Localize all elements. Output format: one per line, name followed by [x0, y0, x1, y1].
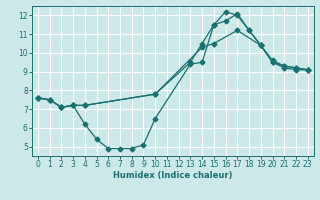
- X-axis label: Humidex (Indice chaleur): Humidex (Indice chaleur): [113, 171, 233, 180]
